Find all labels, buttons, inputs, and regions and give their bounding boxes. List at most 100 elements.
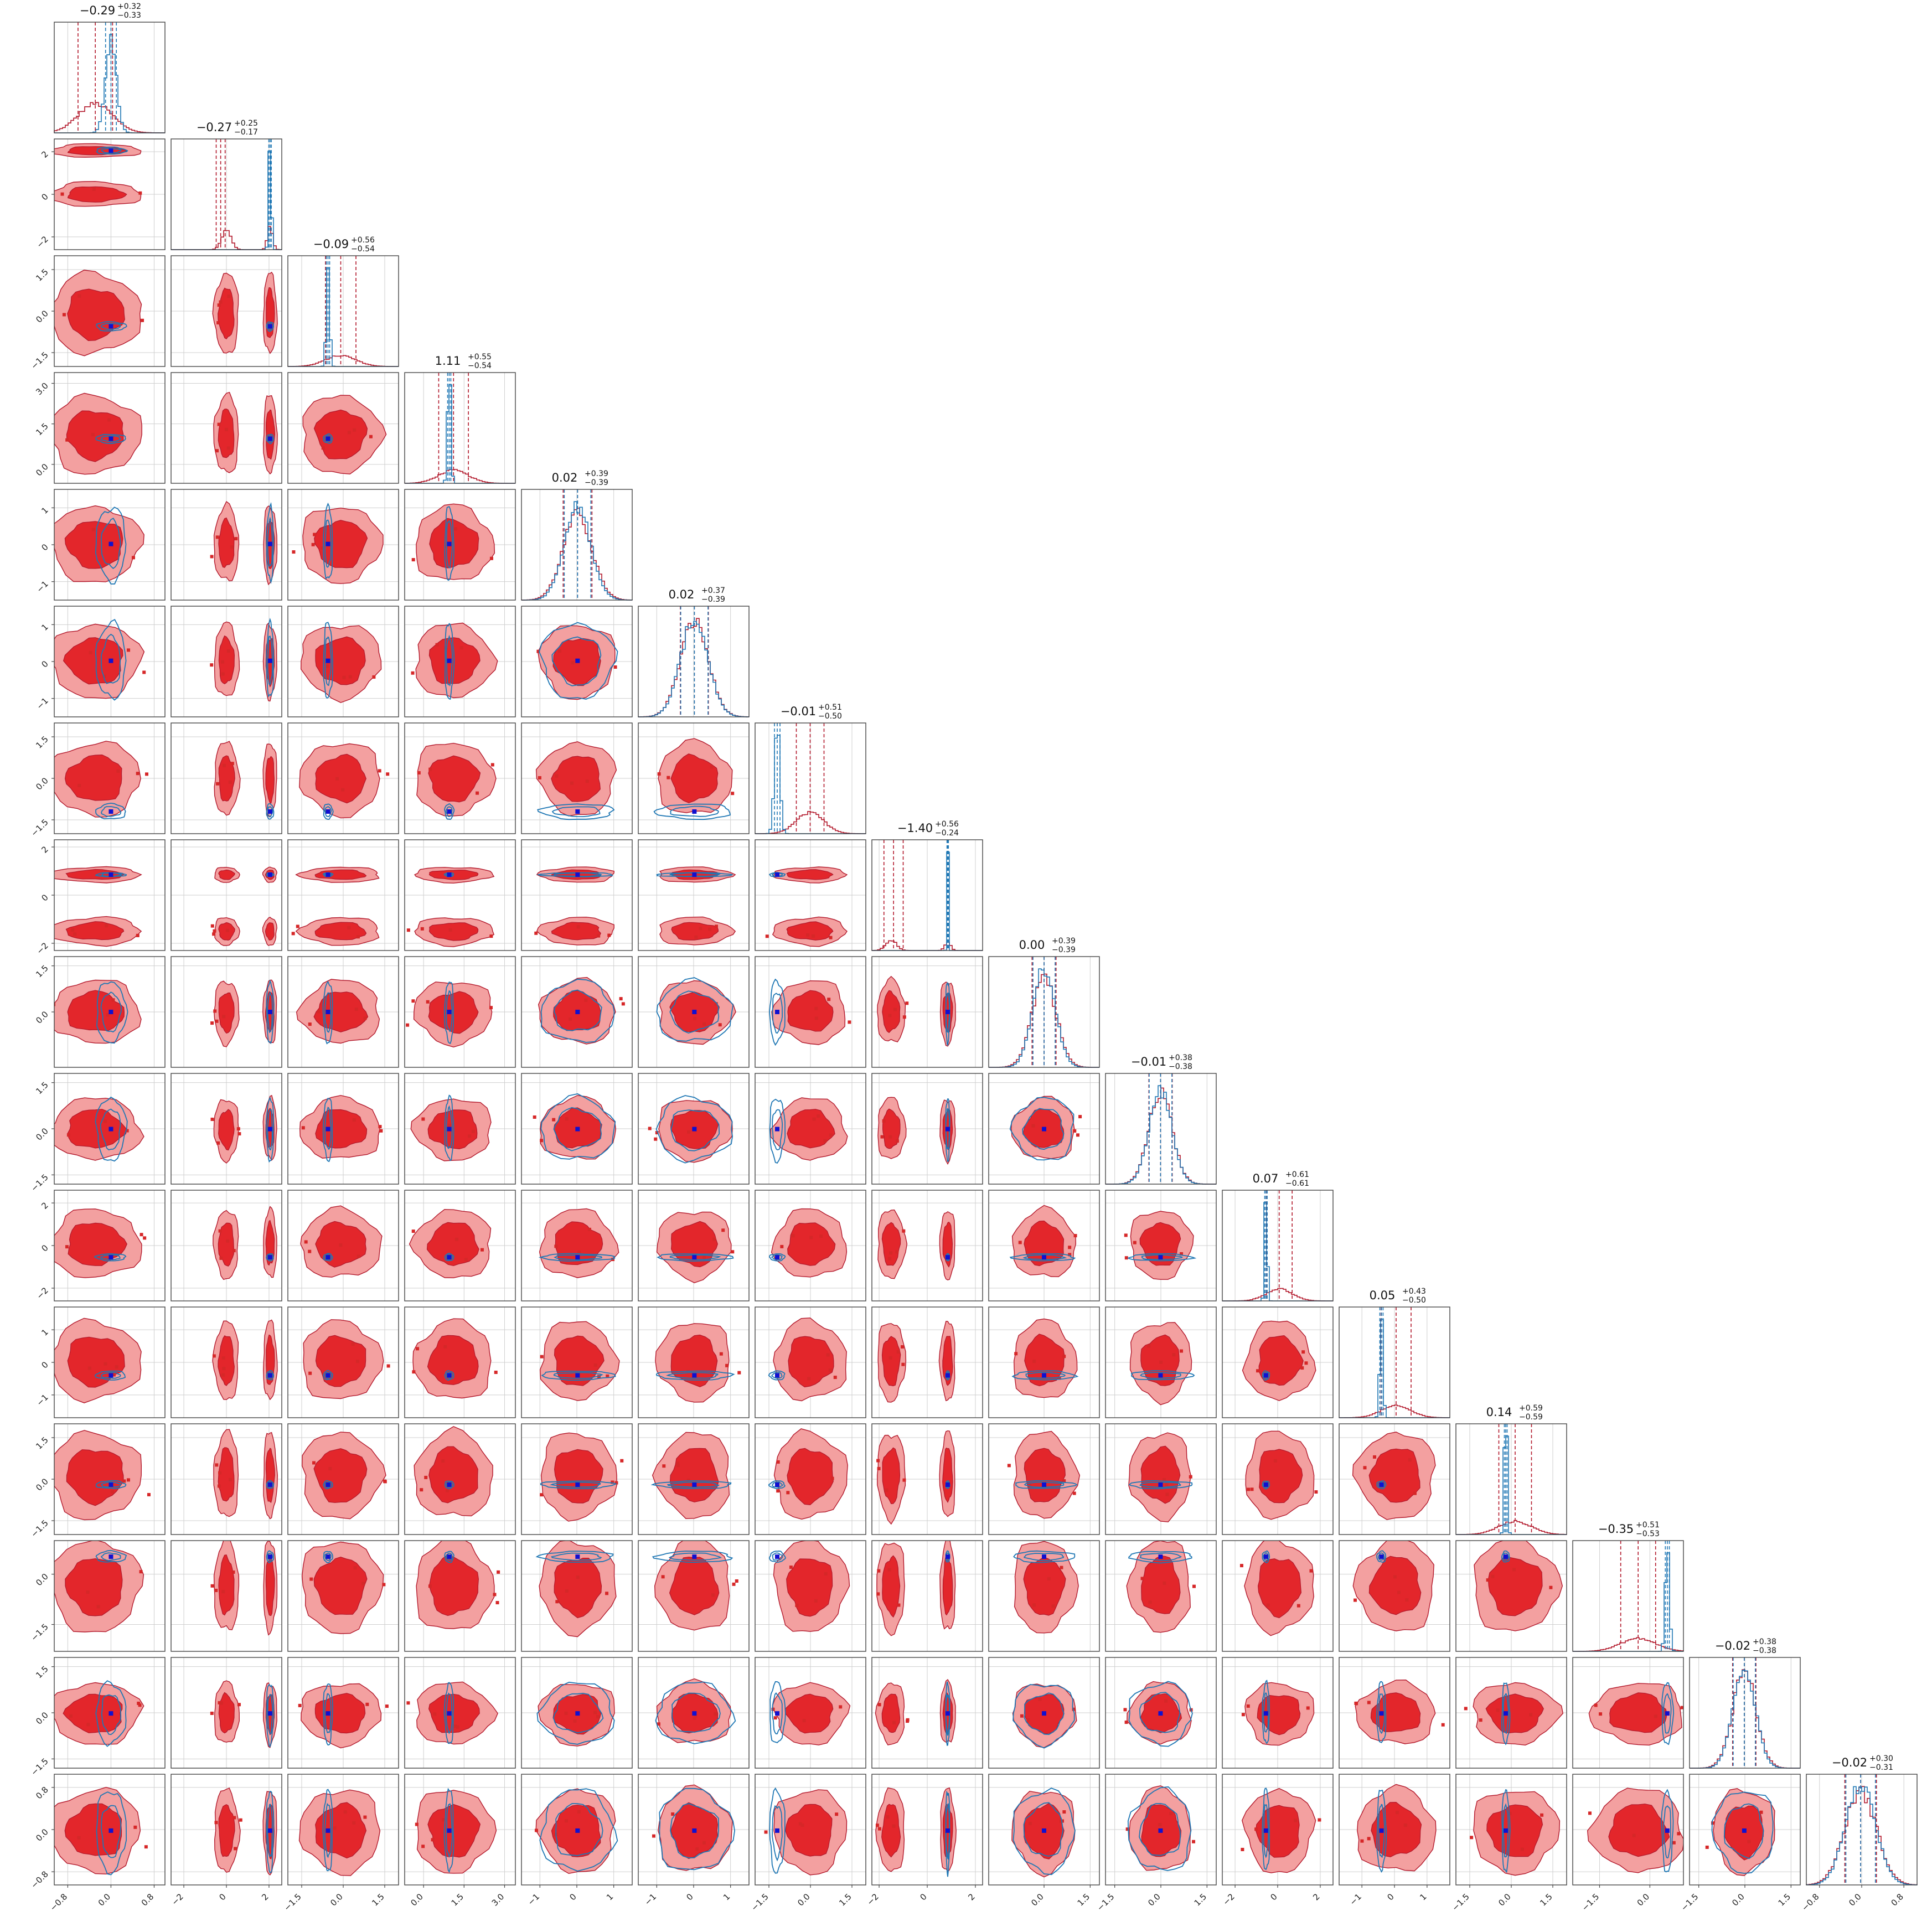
hist-blue <box>405 384 515 484</box>
pair-panel-15-6: −1.5 0.0 1.5 <box>749 1774 866 1913</box>
point-red <box>1062 1810 1066 1814</box>
point-red <box>888 1135 892 1139</box>
point-blue-median <box>267 809 272 814</box>
contour-red-inner <box>882 1555 901 1618</box>
contour-blue <box>554 1254 602 1261</box>
pair-panel-11-1 <box>171 1306 282 1418</box>
point-red <box>428 767 432 771</box>
point-red <box>1441 1723 1445 1727</box>
point-red <box>420 927 424 931</box>
contour-blue <box>1139 1692 1181 1733</box>
y-tick-label: −1 <box>34 579 50 595</box>
point-blue-median <box>575 872 580 877</box>
pair-panel-15-2: −1.5 0.0 1.5 <box>282 1774 399 1913</box>
point-red <box>96 1605 100 1609</box>
contour-red-inner <box>1486 1804 1543 1857</box>
x-tick-label: 0.0 <box>409 1892 425 1908</box>
contour-red-inner <box>786 921 834 941</box>
pair-panel-6-1 <box>171 722 282 834</box>
point-red <box>89 650 92 654</box>
pair-panel-10-9 <box>1105 1190 1217 1301</box>
point-red <box>817 1114 820 1118</box>
contour-blue <box>95 1096 128 1162</box>
point-red <box>902 1015 906 1019</box>
point-red <box>880 1135 884 1139</box>
y-tick-label: 0.0 <box>34 462 50 478</box>
pair-panel-14-5 <box>638 1657 750 1769</box>
point-red <box>214 1588 218 1592</box>
point-blue-median <box>945 1711 950 1716</box>
pair-body <box>412 1318 498 1399</box>
panel-frame <box>171 606 282 717</box>
point-blue-median <box>326 1828 330 1833</box>
panel-frame <box>287 1423 399 1535</box>
pair-body <box>409 1208 492 1279</box>
contour-blue <box>100 1254 121 1261</box>
point-red <box>657 1722 660 1726</box>
pair-body <box>54 618 146 701</box>
panel-frame <box>1105 1306 1217 1418</box>
y-tick-label: −0.8 <box>29 1869 50 1890</box>
point-blue-median <box>447 1127 452 1132</box>
point-red <box>731 792 735 795</box>
contour-red-inner <box>787 1109 835 1149</box>
point-blue-median <box>109 148 113 153</box>
point-red <box>686 1479 690 1482</box>
point-red <box>216 1141 220 1145</box>
point-red <box>372 675 376 679</box>
point-blue-median <box>109 1482 113 1487</box>
pair-body <box>1245 1430 1318 1520</box>
point-red <box>702 1022 706 1026</box>
point-red <box>112 1373 116 1377</box>
point-blue-median <box>267 1373 272 1378</box>
point-red <box>411 999 415 1003</box>
point-red <box>44 535 48 539</box>
panel-title-plus: +0.38 <box>1753 1637 1776 1646</box>
point-red <box>214 1821 218 1825</box>
contour-blue <box>324 1693 332 1733</box>
pair-body <box>534 1788 618 1874</box>
panel-frame <box>988 956 1100 1068</box>
point-red <box>1047 1577 1051 1580</box>
point-red <box>489 556 493 560</box>
panel-frame <box>287 255 399 367</box>
contour-blue <box>772 1552 783 1561</box>
pair-panel-8-4 <box>521 956 633 1068</box>
point-red <box>228 780 232 784</box>
point-red <box>140 1233 143 1237</box>
point-blue-median <box>267 1711 272 1716</box>
panel-frame <box>287 839 399 951</box>
hist-panel-13: −0.35 +0.51−0.53 <box>1572 1521 1684 1652</box>
point-red <box>138 1703 142 1707</box>
point-red <box>1304 1361 1308 1365</box>
pair-body <box>292 502 384 584</box>
point-red <box>1680 1706 1683 1709</box>
contour-blue <box>322 980 333 1045</box>
point-red <box>564 1711 568 1715</box>
point-red <box>1309 1569 1313 1573</box>
pair-panel-7-6 <box>755 839 866 951</box>
pair-body <box>1128 1432 1193 1522</box>
point-red <box>1403 1823 1407 1827</box>
pair-panel-15-0: −0.8 0.0 0.8 −0.8 0.0 0.8 <box>29 1774 166 1913</box>
contour-blue <box>1502 1803 1509 1858</box>
pair-body <box>877 1209 955 1280</box>
contour-red-inner <box>428 1693 480 1733</box>
contour-blue <box>100 633 121 684</box>
panel-frame <box>521 606 633 717</box>
contour-red-inner <box>65 921 125 941</box>
x-tick-label: −1.5 <box>1450 1892 1471 1913</box>
panel-frame <box>287 606 399 717</box>
y-tick-label: 0 <box>39 192 50 202</box>
point-red <box>1051 1604 1055 1608</box>
pair-body <box>648 1095 733 1164</box>
point-blue-median <box>775 1010 779 1014</box>
point-blue-median <box>1504 1828 1508 1833</box>
contour-red-inner <box>313 991 369 1032</box>
pair-panel-5-2 <box>287 606 399 717</box>
point-blue-median <box>326 1711 330 1716</box>
contour-blue <box>267 516 273 567</box>
contour-red-inner <box>218 517 235 568</box>
point-red <box>138 191 142 195</box>
point-red <box>888 1257 892 1261</box>
